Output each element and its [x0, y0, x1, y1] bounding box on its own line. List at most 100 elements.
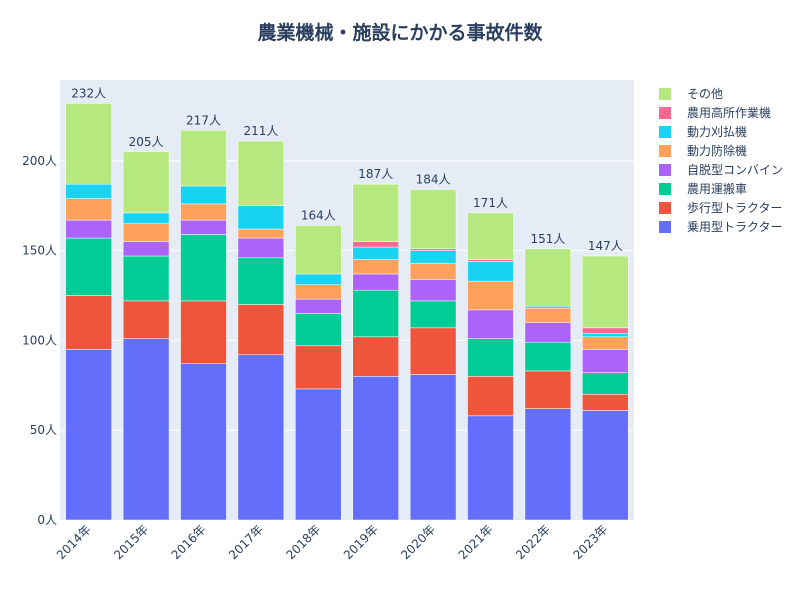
bar-segment: [295, 284, 342, 300]
bar-segment: [180, 185, 227, 205]
legend: その他農用高所作業機動力刈払機動力防除機自脱型コンバイン農用運搬車歩行型トラクタ…: [659, 87, 783, 234]
bar-segment: [582, 336, 629, 350]
bar-segment: [295, 388, 342, 521]
bar-segment: [467, 415, 514, 521]
bar-segment: [409, 279, 457, 302]
bar-segment: [180, 234, 227, 302]
legend-swatch: [659, 221, 671, 233]
legend-swatch: [659, 183, 671, 195]
x-tick-label: 2017年: [226, 522, 266, 562]
bar-segment: [409, 300, 457, 329]
bar-segment: [237, 140, 285, 206]
bar-segment: [237, 257, 285, 305]
bar-segment: [295, 298, 342, 314]
bar-segment: [122, 151, 170, 214]
bar-segment: [467, 280, 514, 311]
bar-segment: [180, 203, 227, 221]
bar-segment: [352, 259, 399, 275]
total-label: 171人: [473, 196, 508, 210]
bar-segment: [65, 183, 112, 199]
bar-segment: [65, 349, 112, 521]
legend-swatch: [659, 107, 671, 119]
x-tick-label: 2014年: [54, 522, 94, 562]
bar-segment: [237, 205, 285, 230]
x-tick-label: 2022年: [513, 522, 553, 562]
bar-segment: [409, 250, 457, 264]
bar-segment: [180, 130, 227, 187]
legend-swatch: [659, 164, 671, 176]
total-label: 205人: [129, 135, 164, 149]
y-tick-label: 50人: [30, 423, 57, 437]
chart-title: 農業機械・施設にかかる事故件数: [257, 22, 543, 44]
bar-segment: [295, 273, 342, 285]
bar-segment: [352, 241, 399, 248]
total-label: 151人: [530, 232, 565, 246]
bar-segment: [122, 255, 170, 302]
legend-label: 動力防除機: [687, 143, 747, 158]
bar-segment: [524, 307, 572, 323]
bar-segment: [65, 198, 112, 221]
bar-segment: [295, 225, 342, 275]
legend-swatch: [659, 202, 671, 214]
bar-segment: [122, 338, 170, 521]
bars: [65, 103, 629, 521]
legend-label: 歩行型トラクター: [687, 200, 783, 215]
bar-segment: [65, 237, 112, 296]
bar-segment: [295, 345, 342, 390]
bar-segment: [524, 370, 572, 409]
bar-segment: [122, 223, 170, 242]
bar-segment: [409, 189, 457, 250]
bar-segment: [237, 237, 285, 259]
x-tick-label: 2023年: [570, 522, 610, 562]
bar-segment: [467, 309, 514, 339]
bar-segment: [237, 228, 285, 239]
x-tick-label: 2018年: [283, 522, 323, 562]
x-tick-label: 2020年: [398, 522, 438, 562]
bar-segment: [237, 354, 285, 521]
bar-segment: [409, 248, 457, 251]
y-tick-label: 100人: [22, 333, 57, 347]
total-label: 184人: [416, 173, 451, 187]
bar-segment: [524, 306, 572, 309]
total-label: 147人: [588, 239, 623, 253]
bar-segment: [467, 376, 514, 417]
legend-label: 農用運搬車: [687, 181, 747, 196]
legend-swatch: [659, 88, 671, 100]
bar-segment: [295, 313, 342, 347]
legend-label: 自脱型コンバイン: [687, 162, 783, 177]
bar-segment: [524, 322, 572, 343]
bar-segment: [524, 408, 572, 521]
x-tick-label: 2019年: [341, 522, 381, 562]
legend-swatch: [659, 126, 671, 138]
bar-segment: [409, 327, 457, 375]
total-label: 164人: [301, 208, 336, 222]
bar-segment: [524, 248, 572, 307]
bar-segment: [65, 295, 112, 350]
bar-segment: [524, 341, 572, 372]
bar-segment: [582, 410, 629, 521]
y-tick-label: 0人: [37, 513, 57, 527]
legend-label: 乗用型トラクター: [687, 220, 783, 234]
bar-segment: [467, 261, 514, 282]
bar-segment: [180, 300, 227, 365]
bar-segment: [582, 394, 629, 411]
x-tick-label: 2016年: [169, 522, 209, 562]
y-tick-label: 150人: [22, 244, 57, 258]
total-label: 211人: [243, 124, 278, 138]
legend-swatch: [659, 145, 671, 157]
bar-segment: [582, 372, 629, 395]
bar-segment: [122, 300, 170, 339]
bar-segment: [352, 336, 399, 377]
bar-segment: [582, 349, 629, 373]
bar-segment: [122, 241, 170, 257]
x-tick-label: 2015年: [111, 522, 151, 562]
bar-segment: [352, 183, 399, 242]
bar-segment: [352, 273, 399, 291]
bar-segment: [180, 363, 227, 521]
bar-segment: [582, 332, 629, 338]
bar-segment: [582, 327, 629, 334]
bar-segment: [352, 246, 399, 260]
bar-segment: [582, 255, 629, 329]
total-label: 187人: [358, 167, 393, 181]
